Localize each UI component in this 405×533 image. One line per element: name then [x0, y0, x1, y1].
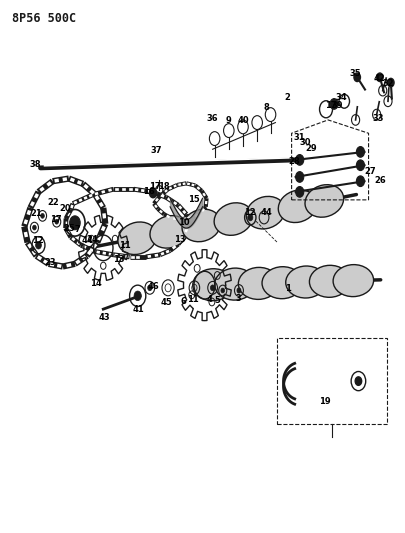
- Ellipse shape: [246, 196, 285, 229]
- Circle shape: [237, 288, 241, 293]
- Circle shape: [134, 291, 141, 301]
- Circle shape: [211, 285, 215, 290]
- Ellipse shape: [214, 203, 253, 236]
- Text: 28: 28: [288, 157, 300, 166]
- Ellipse shape: [305, 184, 343, 217]
- Text: 32: 32: [382, 79, 394, 88]
- Text: 14: 14: [90, 279, 102, 288]
- Circle shape: [55, 220, 58, 224]
- FancyBboxPatch shape: [277, 338, 387, 424]
- Circle shape: [296, 172, 304, 182]
- Text: 15: 15: [188, 196, 200, 204]
- Text: 42: 42: [374, 74, 386, 83]
- Text: 2: 2: [285, 93, 290, 101]
- Text: 18: 18: [158, 182, 170, 191]
- Text: 1: 1: [285, 285, 290, 293]
- Text: 11: 11: [187, 295, 199, 304]
- Text: 8P56 500C: 8P56 500C: [12, 12, 76, 25]
- Text: 30: 30: [299, 139, 311, 147]
- Ellipse shape: [333, 264, 373, 297]
- Text: 34: 34: [336, 93, 347, 101]
- Text: 17: 17: [326, 101, 337, 110]
- Text: 45: 45: [161, 298, 173, 307]
- Text: 17: 17: [149, 182, 161, 191]
- Circle shape: [149, 188, 157, 198]
- Text: 12: 12: [32, 237, 44, 245]
- Text: 16: 16: [143, 188, 155, 196]
- Ellipse shape: [309, 265, 350, 297]
- Circle shape: [330, 99, 338, 109]
- Circle shape: [356, 160, 364, 171]
- Circle shape: [36, 241, 41, 249]
- Text: 21: 21: [30, 209, 43, 217]
- Circle shape: [354, 73, 360, 82]
- Circle shape: [248, 214, 253, 221]
- Circle shape: [356, 176, 364, 187]
- Text: 37: 37: [150, 146, 162, 155]
- Ellipse shape: [215, 268, 255, 300]
- Text: 7: 7: [75, 225, 81, 233]
- Text: 44: 44: [81, 237, 94, 245]
- Text: 3: 3: [235, 294, 241, 303]
- Text: 25: 25: [64, 224, 76, 232]
- Text: 20: 20: [60, 205, 71, 213]
- Text: 41: 41: [133, 305, 145, 313]
- Circle shape: [296, 155, 304, 165]
- Text: 31: 31: [293, 133, 305, 142]
- Ellipse shape: [193, 269, 233, 301]
- Circle shape: [40, 213, 44, 219]
- Circle shape: [388, 78, 394, 87]
- Ellipse shape: [150, 215, 189, 248]
- Text: 39: 39: [332, 101, 343, 110]
- Text: 13: 13: [174, 236, 185, 244]
- Text: 12: 12: [244, 208, 256, 216]
- Text: 11: 11: [119, 241, 131, 249]
- Circle shape: [70, 216, 80, 230]
- Ellipse shape: [239, 268, 279, 300]
- Circle shape: [377, 73, 383, 82]
- Text: 35: 35: [350, 69, 361, 77]
- Text: 40: 40: [237, 117, 249, 125]
- Text: 27: 27: [364, 167, 375, 176]
- Ellipse shape: [262, 266, 303, 298]
- Circle shape: [148, 285, 152, 290]
- Text: 10: 10: [179, 219, 190, 227]
- Text: 19: 19: [320, 398, 331, 406]
- Circle shape: [33, 225, 36, 230]
- Circle shape: [356, 147, 364, 157]
- Text: 26: 26: [374, 176, 386, 184]
- Text: 6: 6: [181, 297, 186, 305]
- Text: 44: 44: [260, 208, 273, 216]
- Text: 22: 22: [47, 198, 60, 207]
- Text: 9: 9: [225, 117, 231, 125]
- Text: 24: 24: [86, 236, 98, 244]
- Text: 5: 5: [215, 296, 220, 304]
- Text: 33: 33: [372, 114, 384, 123]
- Text: 43: 43: [99, 313, 110, 321]
- Ellipse shape: [182, 209, 221, 242]
- Text: 8: 8: [264, 103, 269, 112]
- Ellipse shape: [286, 266, 326, 298]
- Text: 36: 36: [207, 114, 218, 123]
- Ellipse shape: [118, 222, 156, 255]
- Text: 29: 29: [305, 144, 317, 152]
- Circle shape: [355, 377, 362, 385]
- Text: 23: 23: [45, 258, 56, 266]
- Circle shape: [221, 288, 224, 293]
- Text: 4: 4: [207, 295, 212, 304]
- Text: 17: 17: [50, 215, 62, 224]
- Circle shape: [296, 187, 304, 197]
- Text: 13: 13: [113, 255, 124, 264]
- Ellipse shape: [278, 190, 317, 223]
- Text: 38: 38: [30, 160, 41, 168]
- Text: 46: 46: [147, 282, 159, 290]
